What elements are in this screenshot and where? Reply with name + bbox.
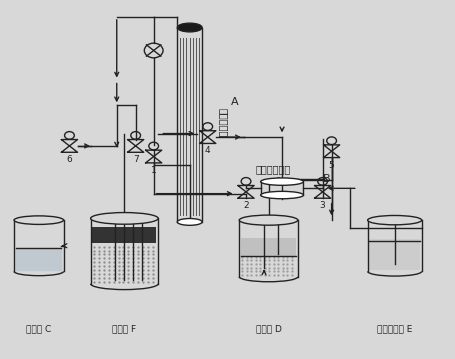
Text: 6: 6 (66, 155, 72, 164)
Ellipse shape (260, 178, 303, 185)
Bar (92, 227, 156, 243)
Text: 5: 5 (328, 160, 334, 169)
Text: A: A (230, 97, 238, 107)
Text: 2: 2 (243, 201, 248, 210)
Bar (369, 239, 419, 270)
Ellipse shape (367, 215, 421, 225)
Text: B: B (323, 174, 330, 185)
Text: 3: 3 (319, 201, 325, 210)
Text: 微通道萸取器: 微通道萸取器 (255, 164, 290, 174)
Ellipse shape (177, 23, 202, 32)
Text: 发酵罐 F: 发酵罐 F (112, 324, 136, 333)
Text: 1: 1 (151, 166, 156, 175)
Bar (241, 238, 295, 256)
Text: 4: 4 (204, 146, 210, 155)
Ellipse shape (260, 191, 303, 199)
Ellipse shape (14, 216, 63, 224)
Ellipse shape (91, 213, 158, 224)
Text: 萸取剂储罐 E: 萸取剂储罐 E (376, 324, 411, 333)
Text: 中空纤维膜: 中空纤维膜 (218, 108, 228, 137)
Ellipse shape (239, 215, 297, 225)
Text: 补料罐 C: 补料罐 C (26, 324, 51, 333)
Text: 7: 7 (132, 155, 138, 164)
Ellipse shape (177, 219, 202, 225)
Text: 分层罐 D: 分层罐 D (255, 324, 281, 333)
